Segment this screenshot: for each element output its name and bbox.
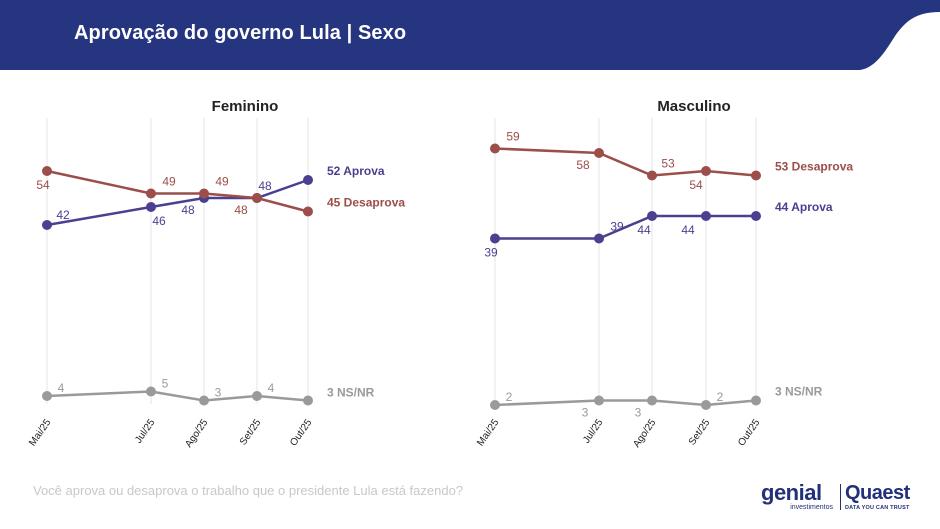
x-tick-label: Ago/25 bbox=[183, 417, 210, 450]
chart-panel-feminino: Feminino Mai/25 Jul/25 Ago/25 Set/25 Out/25 42… bbox=[27, 98, 405, 450]
data-point bbox=[42, 166, 52, 176]
data-point bbox=[751, 395, 761, 406]
data-point bbox=[252, 391, 262, 401]
data-point bbox=[594, 233, 604, 244]
data-label: 48 bbox=[181, 203, 195, 217]
x-tick-label: Set/25 bbox=[687, 417, 713, 447]
data-label: 4 bbox=[268, 381, 275, 395]
data-label: 42 bbox=[56, 208, 70, 222]
quaest-logo-sub: DATA YOU CAN TRUST bbox=[845, 505, 910, 511]
data-label: 59 bbox=[506, 130, 520, 144]
data-label: 44 bbox=[637, 223, 651, 237]
quaest-logo: Quaest DATA YOU CAN TRUST bbox=[845, 482, 917, 512]
data-label: 53 bbox=[661, 157, 675, 171]
series-end-label: 44 Aprova bbox=[775, 200, 833, 214]
data-point bbox=[490, 400, 500, 410]
data-point bbox=[146, 188, 156, 199]
series-end-label: 53 Desaprova bbox=[775, 160, 853, 174]
data-label: 5 bbox=[162, 377, 169, 391]
x-tick-label: Mai/25 bbox=[475, 417, 501, 448]
data-label: 48 bbox=[234, 203, 248, 217]
data-label: 44 bbox=[681, 223, 695, 237]
data-point bbox=[303, 175, 313, 185]
data-label: 2 bbox=[717, 390, 724, 404]
series-end-label: 52 Aprova bbox=[327, 164, 385, 178]
data-point bbox=[594, 148, 604, 158]
data-point bbox=[701, 211, 711, 221]
x-tick-label: Ago/25 bbox=[631, 417, 658, 450]
data-point bbox=[701, 400, 711, 410]
data-point bbox=[146, 386, 156, 397]
series-nsnr: 4 5 3 4 3 NS/NR bbox=[42, 377, 375, 406]
data-point bbox=[647, 211, 657, 221]
data-point bbox=[701, 166, 711, 176]
series-aprova: 42 46 48 48 52 Aprova bbox=[42, 164, 385, 230]
x-tick-label: Mai/25 bbox=[27, 417, 53, 448]
series-end-label: 45 Desaprova bbox=[327, 196, 405, 210]
x-tick-label: Jul/25 bbox=[133, 417, 158, 446]
chart-title: Feminino bbox=[212, 98, 279, 115]
header-banner: Aprovação do governo Lula | Sexo bbox=[0, 0, 940, 70]
data-label: 58 bbox=[576, 158, 590, 172]
data-label: 54 bbox=[36, 178, 50, 192]
series-line bbox=[494, 147, 757, 177]
data-point bbox=[490, 143, 500, 154]
data-point bbox=[647, 395, 657, 406]
data-label: 46 bbox=[152, 214, 166, 228]
data-label: 2 bbox=[506, 390, 513, 404]
data-point bbox=[751, 211, 761, 221]
data-point bbox=[303, 395, 313, 406]
data-label: 3 bbox=[635, 406, 642, 420]
survey-question: Você aprova ou desaprova o trabalho que … bbox=[33, 483, 464, 498]
data-point bbox=[490, 233, 500, 244]
genial-logo-sub: investimentos bbox=[790, 504, 833, 511]
logo-divider bbox=[840, 484, 841, 510]
series-line bbox=[495, 214, 756, 240]
x-tick-label: Out/25 bbox=[736, 417, 762, 448]
data-label: 39 bbox=[484, 246, 498, 260]
header-background bbox=[0, 0, 940, 70]
data-label: 48 bbox=[258, 179, 272, 193]
data-label: 4 bbox=[58, 381, 65, 395]
data-point bbox=[42, 220, 52, 230]
quaest-logo-word: Quaest bbox=[845, 482, 910, 504]
data-label: 49 bbox=[162, 175, 176, 189]
data-point bbox=[199, 395, 209, 406]
series-desaprova: 59 58 53 54 53 Desaprova bbox=[490, 130, 853, 192]
data-label: 54 bbox=[689, 178, 703, 192]
x-tick-label: Jul/25 bbox=[581, 417, 606, 446]
x-tick-label: Out/25 bbox=[288, 417, 314, 448]
data-label: 49 bbox=[215, 175, 229, 189]
genial-logo: genial investimentos bbox=[761, 482, 835, 512]
data-point bbox=[146, 202, 156, 212]
data-point bbox=[42, 391, 52, 401]
data-point bbox=[647, 170, 657, 181]
series-end-label: 3 NS/NR bbox=[775, 385, 823, 399]
data-point bbox=[303, 206, 313, 217]
x-tick-label: Set/25 bbox=[238, 417, 264, 447]
data-point bbox=[199, 188, 209, 199]
chart-panel-masculino: Masculino Mai/25 Jul/25 Ago/25 Set/25 Out/25 5… bbox=[475, 98, 853, 450]
chart-title: Masculino bbox=[657, 98, 730, 115]
data-label: 3 bbox=[582, 406, 589, 420]
data-label: 3 bbox=[215, 386, 222, 400]
series-desaprova: 54 49 49 48 45 Desaprova bbox=[36, 166, 405, 217]
genial-logo-word: genial bbox=[761, 480, 822, 505]
data-point bbox=[252, 193, 262, 203]
series-end-label: 3 NS/NR bbox=[327, 386, 375, 400]
data-point bbox=[594, 395, 604, 406]
series-aprova: 39 39 44 44 44 Aprova bbox=[484, 200, 833, 260]
data-label: 39 bbox=[610, 220, 624, 234]
page-title: Aprovação do governo Lula | Sexo bbox=[74, 22, 407, 44]
data-point bbox=[751, 170, 761, 181]
series-nsnr: 2 3 3 2 3 NS/NR bbox=[490, 385, 823, 420]
